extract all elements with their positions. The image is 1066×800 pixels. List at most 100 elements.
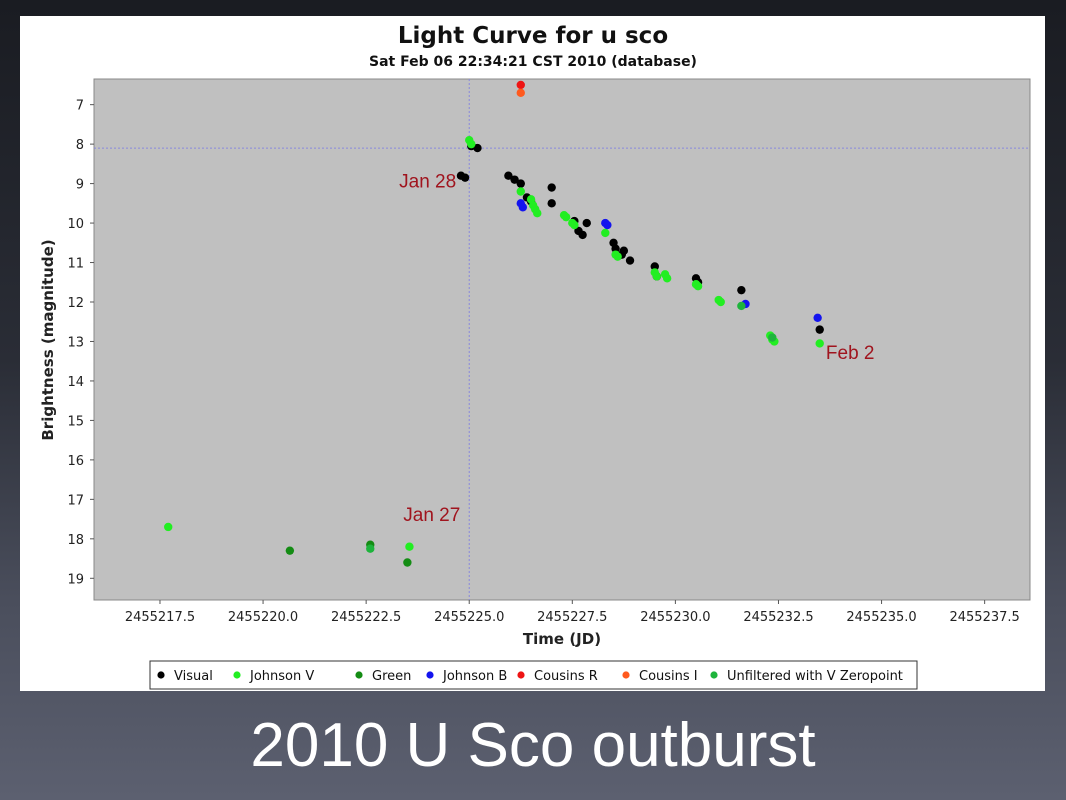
data-point <box>285 546 295 555</box>
data-point <box>561 212 571 222</box>
y-tick-label: 12 <box>67 296 84 311</box>
legend-marker <box>622 671 630 679</box>
data-point <box>547 199 556 208</box>
y-tick-label: 19 <box>67 572 84 587</box>
x-axis: 2455217.5 2455220.0 2455222.5 2455225.0 2455… <box>125 600 1020 625</box>
light-curve-chart: Light Curve for u sco Sat Feb 06 22:34:2… <box>39 23 1031 690</box>
data-point <box>405 542 414 551</box>
data-point <box>619 246 629 255</box>
slide-caption: 2010 U Sco outburst <box>250 711 816 780</box>
series-johnson-v <box>164 135 824 551</box>
legend-marker <box>426 671 434 679</box>
data-point <box>578 230 587 240</box>
data-point <box>473 143 482 153</box>
data-points <box>164 80 824 567</box>
legend-label: Visual <box>174 669 213 684</box>
y-tick-label: 14 <box>67 375 84 390</box>
annotations: Jan 28 Jan 27 Feb 2 <box>399 172 874 527</box>
legend-marker <box>355 671 363 679</box>
plot-area <box>93 78 1031 601</box>
data-point <box>366 544 375 553</box>
chart-title: Light Curve for u sco <box>398 23 668 49</box>
y-tick-label: 13 <box>67 335 84 350</box>
x-tick-label: 2455220.0 <box>228 610 298 625</box>
y-tick-label: 18 <box>67 533 84 548</box>
legend-label: Green <box>372 669 411 684</box>
x-tick-label: 2455227.5 <box>537 610 607 625</box>
data-point <box>518 203 528 212</box>
y-tick-label: 9 <box>76 178 84 193</box>
legend-label: Johnson V <box>249 669 314 684</box>
chart-subtitle: Sat Feb 06 22:34:21 CST 2010 (database) <box>369 54 697 70</box>
data-point <box>613 252 622 261</box>
x-tick-label: 2455237.5 <box>949 610 1019 625</box>
x-tick-label: 2455225.0 <box>434 610 504 625</box>
annotation-label: Jan 27 <box>403 505 460 526</box>
data-point <box>768 333 777 342</box>
data-point <box>603 220 612 230</box>
data-point <box>510 175 519 184</box>
slide-chart-panel: Light Curve for u sco Sat Feb 06 22:34:2… <box>20 16 1045 691</box>
data-point <box>533 208 542 218</box>
data-point <box>650 262 659 271</box>
x-tick-label: 2455217.5 <box>125 610 195 625</box>
legend-label: Cousins R <box>534 669 598 684</box>
legend-marker <box>157 671 165 679</box>
data-point <box>460 173 470 182</box>
data-point <box>504 171 513 180</box>
x-axis-label: Time (JD) <box>523 630 601 648</box>
legend: Visual Johnson V Green Johnson B Cousins R Co… <box>149 660 918 690</box>
y-tick-label: 11 <box>67 257 84 272</box>
legend-label: Unfiltered with V Zeropoint <box>727 669 903 684</box>
series-cousins-i <box>516 88 525 98</box>
data-point <box>516 88 525 98</box>
data-point <box>547 183 556 192</box>
data-point <box>164 522 173 532</box>
y-tick-label: 8 <box>76 138 84 153</box>
legend-marker <box>517 671 525 679</box>
x-tick-label: 2455235.0 <box>846 610 916 625</box>
legend-label: Cousins I <box>639 669 698 684</box>
y-tick-label: 15 <box>67 414 84 429</box>
data-point <box>813 313 822 322</box>
data-point <box>716 297 725 307</box>
series-cousins-r <box>516 80 525 90</box>
data-point <box>516 187 525 196</box>
crosshair <box>94 79 1030 600</box>
x-tick-label: 2455232.5 <box>743 610 813 625</box>
series-unfiltered-with-v-zeropoint <box>366 301 777 553</box>
legend-marker <box>233 671 241 679</box>
data-point <box>601 228 610 238</box>
data-point <box>815 339 824 348</box>
data-point <box>662 274 672 283</box>
data-point <box>625 256 635 265</box>
y-tick-label: 17 <box>67 493 84 508</box>
data-point <box>652 272 662 281</box>
x-tick-label: 2455230.0 <box>640 610 710 625</box>
data-point <box>611 244 620 253</box>
y-tick-label: 16 <box>67 454 84 469</box>
data-point <box>815 325 824 334</box>
y-axis: 7 8 9 10 11 12 13 14 15 16 17 18 19 <box>67 99 94 587</box>
y-axis-label: Brightness (magnitude) <box>39 239 57 440</box>
data-point <box>570 220 579 230</box>
series-johnson-b <box>516 199 822 322</box>
y-tick-label: 10 <box>67 217 84 232</box>
y-tick-label: 7 <box>76 99 84 114</box>
data-point <box>516 179 525 188</box>
legend-box <box>149 660 918 690</box>
series-visual <box>456 141 824 334</box>
annotation-label: Jan 28 <box>399 172 456 193</box>
legend-marker <box>710 671 718 679</box>
data-point <box>582 218 591 228</box>
data-point <box>403 558 412 567</box>
data-point <box>693 282 703 291</box>
legend-label: Johnson B <box>442 669 507 684</box>
data-point <box>516 80 525 90</box>
data-point <box>467 139 476 149</box>
data-point <box>737 285 746 295</box>
annotation-label: Feb 2 <box>826 343 875 364</box>
x-tick-label: 2455222.5 <box>331 610 401 625</box>
legend-items: Visual Johnson V Green Johnson B Cousins R Co… <box>157 669 903 684</box>
data-point <box>737 301 746 311</box>
